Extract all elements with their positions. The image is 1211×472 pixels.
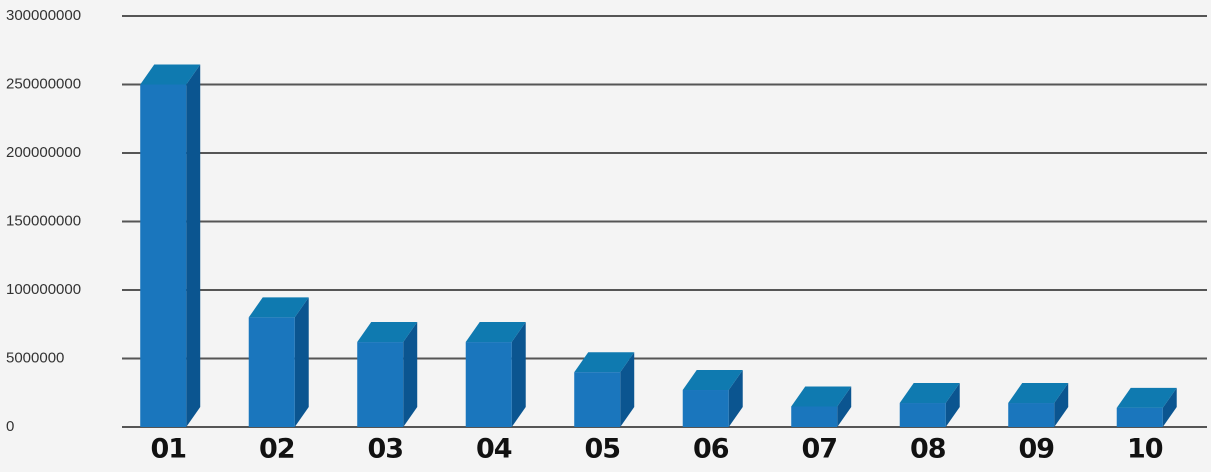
y-tick-label: 5000000 [6,349,64,366]
x-tick-label: 10 [1127,434,1163,465]
bar [791,406,838,427]
bar-side [1054,383,1069,427]
bar [574,372,621,427]
bar [248,317,295,427]
bar-top [248,297,309,318]
x-tick-label: 07 [801,434,837,465]
x-tick-label: 06 [693,434,729,465]
bar [1116,407,1163,427]
bar-top [1116,387,1177,408]
bar-side [728,370,743,427]
x-tick-label: 02 [259,434,295,465]
bar-side [294,297,309,427]
bar-side [186,64,201,427]
bar-top [899,383,960,404]
bar-top [682,370,743,391]
bar-top [357,322,418,343]
bar-side [837,386,852,427]
bar [357,342,404,427]
x-tick-label: 04 [476,434,512,465]
bar-side [620,352,635,427]
bar-side [403,322,418,427]
bar-top [791,386,852,407]
x-tick-label: 08 [910,434,946,465]
x-tick-label: 05 [584,434,620,465]
x-tick-label: 01 [150,434,186,465]
bar [465,342,512,427]
y-tick-label: 200000000 [6,144,81,161]
bar [140,84,187,427]
bar-top [140,64,201,85]
bar-side [945,383,960,427]
bar [682,390,729,427]
bar [899,403,946,427]
y-tick-label: 300000000 [6,7,81,24]
x-tick-label: 03 [367,434,403,465]
bar-top [1008,383,1069,404]
x-tick-label: 09 [1018,434,1054,465]
bar-side [511,322,526,427]
bar-top [574,352,635,373]
y-tick-label: 150000000 [6,212,81,229]
y-tick-label: 100000000 [6,281,81,298]
bar-side [1162,387,1177,427]
bar [1008,403,1055,427]
y-tick-label: 0 [6,418,14,435]
y-tick-label: 250000000 [6,75,81,92]
bar-top [465,322,526,343]
